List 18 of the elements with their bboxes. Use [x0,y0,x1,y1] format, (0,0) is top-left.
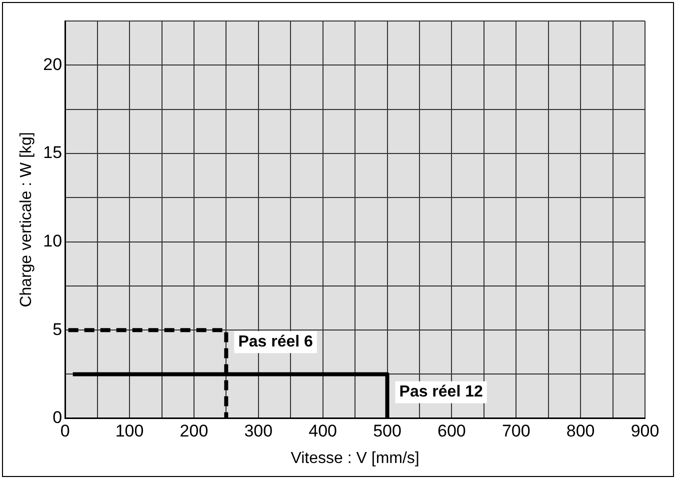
series-label: Pas réel 6 [238,333,314,350]
x-tick-label: 600 [438,421,466,440]
x-tick-label: 300 [244,421,273,440]
x-tick-label: 100 [115,421,144,440]
y-tick-label: 15 [43,143,62,162]
x-tick-label: 400 [308,421,338,440]
series-label: Pas réel 12 [399,384,483,401]
y-tick-label: 20 [43,54,62,74]
y-tick-label: 10 [43,231,62,250]
y-axis-title: Charge verticale : W [kg] [18,132,36,308]
x-tick-label: 900 [630,421,660,440]
y-tick-label: 0 [52,408,62,428]
x-tick-label: 800 [566,421,595,440]
x-tick-label: 700 [502,421,530,440]
x-tick-label: 200 [180,421,208,440]
x-tick-label: 500 [373,421,402,440]
y-tick-label: 5 [52,320,62,339]
x-axis-title: Vitesse : V [mm/s] [290,450,420,467]
